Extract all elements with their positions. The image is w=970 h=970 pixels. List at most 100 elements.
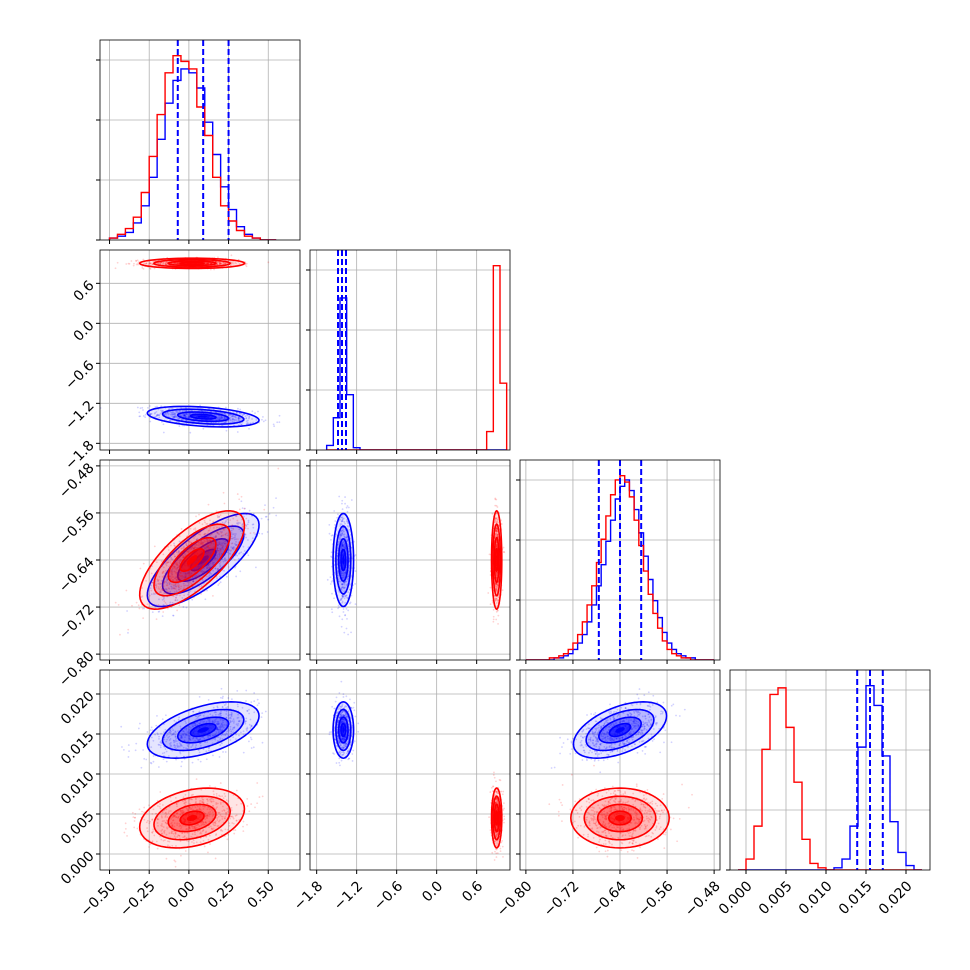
sample-point (182, 730, 185, 733)
sample-point (180, 736, 182, 739)
sample-point (342, 595, 345, 598)
sample-point (206, 589, 208, 592)
sample-point (341, 541, 344, 544)
sample-point (178, 561, 181, 564)
sample-point (165, 750, 168, 753)
sample-point (344, 595, 347, 598)
sample-point (495, 532, 498, 535)
sample-point (187, 571, 189, 574)
panel-content-2-1 (310, 460, 510, 660)
sample-point (132, 264, 135, 267)
sample-point (222, 544, 224, 547)
sample-point (233, 546, 235, 549)
sample-point (496, 534, 498, 537)
sample-point (493, 520, 496, 523)
sample-point (341, 542, 343, 545)
sample-point (339, 537, 342, 540)
sample-point (495, 527, 498, 530)
sample-point (348, 602, 351, 605)
sample-point (228, 549, 230, 552)
sample-point (185, 747, 187, 750)
sample-point (173, 591, 176, 594)
sample-point (336, 546, 339, 549)
sample-point (496, 598, 499, 601)
sample-point (339, 523, 342, 525)
sample-point (214, 537, 217, 539)
sample-point (494, 583, 497, 586)
sample-point (496, 545, 498, 548)
sample-point (218, 582, 221, 585)
sample-point (341, 518, 344, 521)
sample-point (199, 720, 202, 723)
contour-0-3 (189, 413, 217, 420)
sample-point (202, 545, 205, 548)
sample-point (190, 541, 193, 544)
sample-point (173, 744, 176, 746)
sample-point (218, 417, 221, 420)
sample-point (181, 547, 184, 550)
sample-point (171, 571, 174, 574)
sample-point (182, 414, 185, 417)
sample-point (224, 540, 226, 543)
sample-point (223, 417, 226, 420)
sample-point (244, 263, 247, 266)
density-fill-1-4 (186, 262, 198, 264)
sample-point (161, 615, 164, 618)
sample-point (177, 570, 180, 572)
sample-point (185, 733, 188, 736)
sample-point (344, 614, 346, 617)
sample-point (495, 530, 498, 533)
sample-point (340, 546, 343, 549)
sample-point (194, 715, 197, 717)
sample-point (164, 588, 166, 591)
sample-point (207, 503, 210, 506)
sample-point (163, 600, 166, 603)
sample-point (221, 412, 224, 415)
sample-point (134, 749, 137, 752)
sample-point (343, 583, 346, 586)
sample-point (179, 560, 182, 562)
sample-point (331, 579, 334, 582)
sample-point (339, 538, 341, 541)
sample-point (200, 592, 203, 595)
sample-point (166, 607, 169, 610)
sample-point (179, 571, 182, 574)
sample-point (230, 254, 233, 257)
sample-point (159, 261, 161, 264)
sample-point (496, 572, 499, 574)
sample-point (193, 724, 196, 727)
panel-1-1 (306, 249, 511, 454)
sample-point (220, 722, 223, 725)
sample-point (252, 526, 255, 529)
sample-point (231, 712, 233, 715)
sample-point (226, 534, 229, 537)
sample-point (502, 551, 505, 553)
sample-point (184, 575, 187, 578)
sample-point (147, 262, 150, 265)
sample-point (189, 527, 192, 530)
sample-point (231, 542, 234, 545)
sample-point (157, 743, 160, 746)
sample-point (238, 417, 240, 420)
sample-point (151, 581, 153, 584)
sample-point (157, 408, 160, 411)
sample-point (182, 413, 185, 416)
sample-point (241, 421, 244, 424)
sample-point (236, 519, 239, 522)
sample-point (159, 746, 162, 749)
sample-point (207, 529, 210, 532)
sample-point (228, 515, 231, 518)
sample-point (225, 716, 228, 719)
sample-point (204, 521, 206, 524)
sample-point (344, 547, 347, 550)
sample-point (164, 569, 167, 572)
sample-point (183, 594, 186, 597)
sample-point (330, 556, 333, 559)
sample-point (496, 534, 499, 537)
sample-point (345, 584, 348, 586)
contour-0-3 (340, 548, 347, 572)
sample-point (342, 544, 344, 547)
sample-point (235, 416, 237, 419)
sample-point (202, 560, 205, 563)
sample-point (258, 702, 260, 705)
